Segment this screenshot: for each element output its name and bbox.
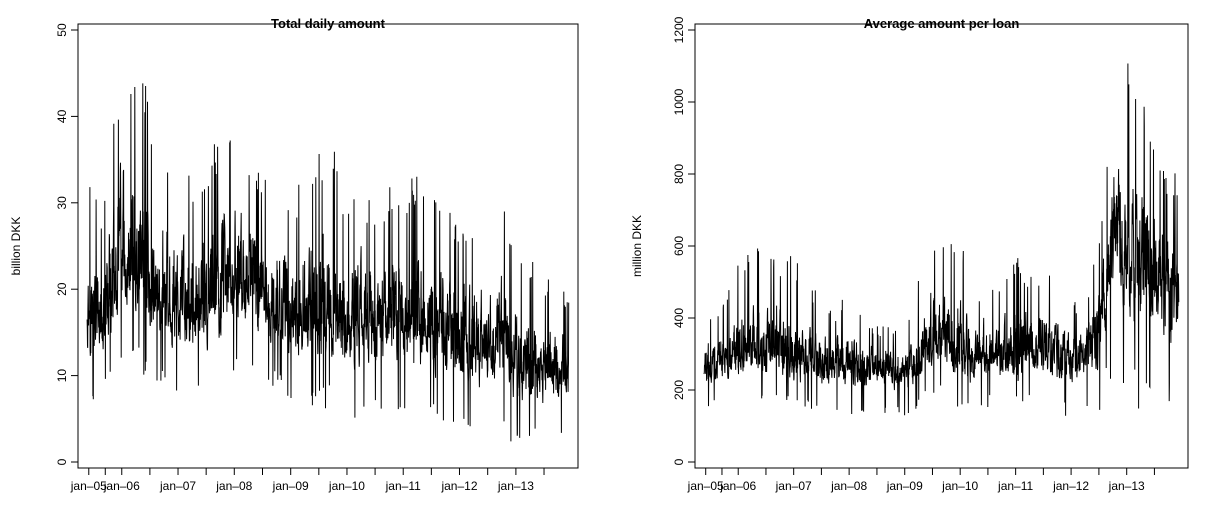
plot-frame (694, 23, 1189, 469)
x-tick-label: jan–09 (886, 479, 923, 493)
x-tick-label: jan–11 (385, 479, 421, 493)
plot-frame (77, 23, 579, 469)
x-tick-label: jan–05 (70, 479, 107, 493)
x-tick-label: jan–05 (687, 479, 724, 493)
y-tick-label: 1000 (672, 88, 686, 115)
x-tick-label: jan–06 (103, 479, 140, 493)
y-tick-label: 20 (55, 282, 69, 296)
y-tick-label: 400 (672, 308, 686, 328)
series-line (86, 83, 570, 442)
x-tick-label: jan–11 (997, 479, 1033, 493)
y-axis-label: million DKK (630, 215, 644, 277)
series-line (703, 63, 1180, 416)
y-tick-label: 600 (672, 236, 686, 256)
x-tick-label: jan–08 (830, 479, 867, 493)
chart-panel-average-amount-per-loan: Average amount per loan million DKK 0200… (630, 16, 1189, 493)
y-tick-label: 10 (55, 369, 69, 383)
y-tick-label: 800 (672, 164, 686, 184)
x-tick-label: jan–08 (215, 479, 252, 493)
x-tick-label: jan–07 (159, 479, 196, 493)
x-tick-label: jan–09 (272, 479, 309, 493)
y-tick-label: 1200 (672, 16, 686, 43)
y-tick-label: 50 (55, 23, 69, 37)
y-tick-label: 200 (672, 380, 686, 400)
y-tick-label: 30 (55, 196, 69, 210)
x-tick-label: jan–10 (941, 479, 978, 493)
x-tick-label: jan–07 (775, 479, 812, 493)
x-tick-label: jan–10 (328, 479, 365, 493)
chart-panel-total-daily-amount: Total daily amount billion DKK 010203040… (9, 16, 579, 493)
x-tick-label: jan–13 (497, 479, 534, 493)
y-tick-label: 0 (672, 458, 686, 465)
x-tick-label: jan–12 (440, 479, 477, 493)
y-tick-label: 40 (55, 109, 69, 123)
y-tick-label: 0 (55, 458, 69, 465)
x-tick-label: jan–06 (719, 479, 756, 493)
x-tick-label: jan–12 (1052, 479, 1089, 493)
y-axis-label: billion DKK (9, 217, 23, 276)
x-tick-label: jan–13 (1108, 479, 1145, 493)
